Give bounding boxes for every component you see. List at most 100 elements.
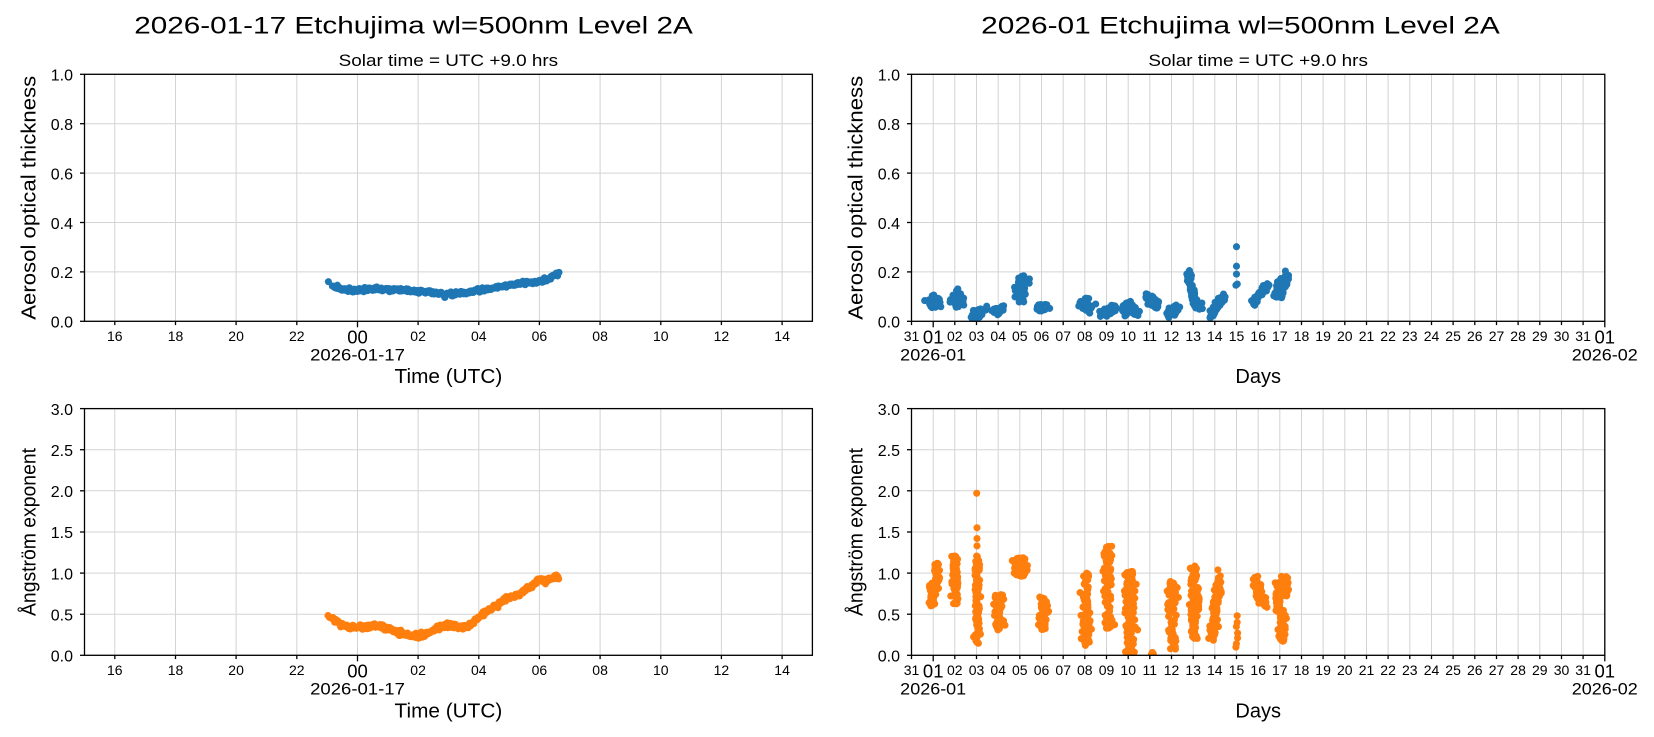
svg-text:12: 12 [1164,662,1180,678]
svg-text:08: 08 [592,328,608,344]
svg-text:0.4: 0.4 [878,216,900,233]
svg-text:03: 03 [969,328,985,344]
svg-text:2026-01: 2026-01 [900,680,966,699]
svg-text:20: 20 [228,662,244,678]
svg-text:02: 02 [410,328,426,344]
svg-text:22: 22 [289,662,305,678]
svg-text:13: 13 [1185,662,1201,678]
svg-text:29: 29 [1532,662,1548,678]
svg-text:28: 28 [1510,328,1526,344]
svg-text:04: 04 [471,662,487,678]
svg-text:31: 31 [904,328,920,344]
svg-text:21: 21 [1359,328,1375,344]
svg-text:13: 13 [1185,328,1201,344]
svg-text:1.0: 1.0 [878,68,900,85]
svg-text:30: 30 [1554,662,1570,678]
svg-text:09: 09 [1099,662,1115,678]
svg-text:Time (UTC): Time (UTC) [395,366,503,388]
svg-text:3.0: 3.0 [51,402,73,419]
svg-text:07: 07 [1055,662,1071,678]
svg-text:24: 24 [1424,662,1440,678]
svg-text:2.5: 2.5 [878,443,900,460]
svg-text:18: 18 [1294,328,1310,344]
svg-text:14: 14 [1207,328,1223,344]
svg-text:26: 26 [1467,328,1483,344]
svg-text:2026-01-17: 2026-01-17 [310,346,405,365]
svg-text:29: 29 [1532,328,1548,344]
svg-text:1.0: 1.0 [878,566,900,583]
svg-text:3.0: 3.0 [878,402,900,419]
svg-text:14: 14 [774,328,790,344]
svg-text:14: 14 [1207,662,1223,678]
svg-text:2.5: 2.5 [51,443,73,460]
svg-text:15: 15 [1229,662,1245,678]
svg-text:25: 25 [1445,662,1461,678]
svg-text:26: 26 [1467,662,1483,678]
svg-text:27: 27 [1489,662,1505,678]
svg-text:12: 12 [1164,328,1180,344]
svg-text:01: 01 [1595,327,1616,348]
svg-text:0.0: 0.0 [51,315,73,332]
svg-text:19: 19 [1315,662,1331,678]
svg-text:22: 22 [1380,328,1396,344]
svg-text:0.8: 0.8 [51,117,73,134]
svg-text:Days: Days [1235,366,1281,388]
svg-text:0.0: 0.0 [51,649,73,666]
svg-text:16: 16 [1250,662,1266,678]
svg-text:05: 05 [1012,662,1028,678]
svg-text:0.8: 0.8 [878,117,900,134]
svg-text:22: 22 [1380,662,1396,678]
svg-text:04: 04 [990,662,1006,678]
svg-text:2026-01-17: 2026-01-17 [310,680,405,699]
svg-text:16: 16 [107,662,123,678]
svg-text:17: 17 [1272,662,1288,678]
svg-text:Days: Days [1235,700,1281,722]
svg-text:1.5: 1.5 [51,525,73,542]
svg-text:2026-01: 2026-01 [900,346,966,365]
svg-text:0.2: 0.2 [878,265,900,282]
svg-text:20: 20 [1337,662,1353,678]
svg-text:06: 06 [1034,662,1050,678]
svg-text:2026-02: 2026-02 [1572,680,1638,699]
svg-text:18: 18 [168,328,184,344]
svg-text:0.6: 0.6 [878,166,900,183]
svg-text:1.5: 1.5 [878,525,900,542]
svg-text:04: 04 [471,328,487,344]
svg-text:Aerosol optical thickness: Aerosol optical thickness [19,76,41,320]
svg-text:01: 01 [1595,661,1616,682]
svg-text:20: 20 [228,328,244,344]
svg-text:04: 04 [990,328,1006,344]
svg-text:2026-02: 2026-02 [1572,346,1638,365]
svg-text:Ångström exponent: Ångström exponent [18,448,41,616]
svg-text:08: 08 [1077,328,1093,344]
svg-text:31: 31 [904,662,920,678]
svg-text:11: 11 [1143,328,1158,344]
svg-text:02: 02 [947,328,963,344]
svg-text:10: 10 [653,662,669,678]
svg-text:21: 21 [1359,662,1375,678]
svg-text:0.2: 0.2 [51,265,73,282]
svg-text:28: 28 [1510,662,1526,678]
svg-text:06: 06 [532,328,548,344]
svg-text:15: 15 [1229,328,1245,344]
svg-text:07: 07 [1055,328,1071,344]
svg-text:08: 08 [592,662,608,678]
svg-text:00: 00 [347,327,368,348]
svg-text:17: 17 [1272,328,1288,344]
svg-text:2026-01 Etchujima wl=500nm: 2026-01 Etchujima wl=500nm Level 2A [981,13,1500,40]
svg-text:31: 31 [1575,662,1591,678]
svg-text:10: 10 [653,328,669,344]
svg-text:0.0: 0.0 [878,649,900,666]
svg-text:0.5: 0.5 [51,608,73,625]
svg-text:Solar time = UTC +9.0 hrs: Solar time = UTC +9.0 hrs [339,52,559,70]
svg-text:00: 00 [347,661,368,682]
svg-text:0.5: 0.5 [878,608,900,625]
svg-text:25: 25 [1445,328,1461,344]
svg-text:2.0: 2.0 [878,484,900,501]
svg-text:14: 14 [774,662,790,678]
svg-text:27: 27 [1489,328,1505,344]
svg-text:06: 06 [1034,328,1050,344]
svg-text:09: 09 [1099,328,1115,344]
svg-text:02: 02 [947,662,963,678]
svg-text:03: 03 [969,662,985,678]
